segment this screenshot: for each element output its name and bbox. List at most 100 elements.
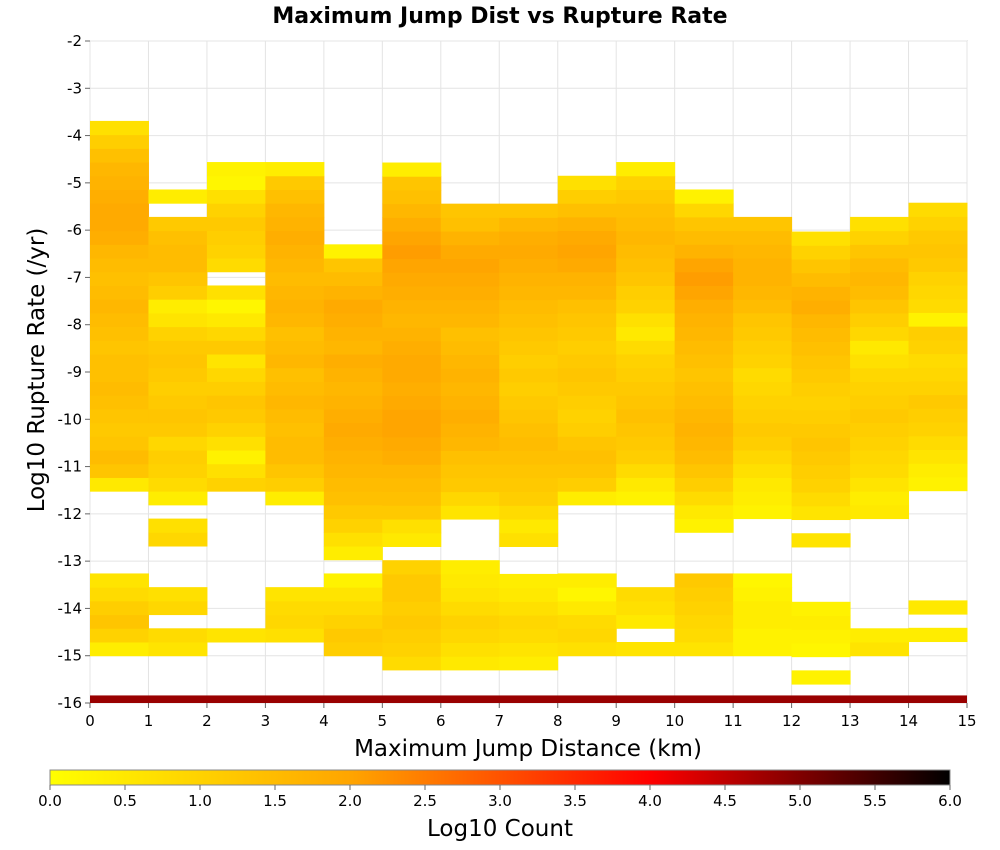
heatmap-cell xyxy=(791,313,851,329)
y-tick-label: -16 xyxy=(58,694,83,712)
heatmap-cell xyxy=(90,436,149,451)
heatmap-cell xyxy=(382,285,442,301)
heatmap-cell xyxy=(674,395,734,410)
heatmap-cell xyxy=(265,477,325,492)
heatmap-cell xyxy=(206,189,266,204)
heatmap-cell xyxy=(908,367,968,382)
heatmap-cell xyxy=(733,628,793,643)
heatmap-cell xyxy=(265,614,325,629)
heatmap-cell xyxy=(499,299,559,314)
heatmap-cell xyxy=(148,491,208,506)
heatmap-cell xyxy=(557,436,617,451)
heatmap-cell xyxy=(323,518,383,533)
heatmap-cell xyxy=(674,477,734,492)
heatmap-cell xyxy=(850,271,910,286)
heatmap-cell xyxy=(148,285,208,300)
x-tick-label: 1 xyxy=(144,712,154,730)
heatmap-cell xyxy=(557,573,617,588)
heatmap-cell xyxy=(382,409,442,424)
heatmap-cell xyxy=(440,587,500,602)
colorbar-label: Log10 Count xyxy=(427,816,573,842)
heatmap-cell xyxy=(265,230,325,245)
heatmap-cell xyxy=(616,587,676,602)
heatmap-cell xyxy=(265,381,325,396)
heatmap-cell xyxy=(674,312,734,328)
heatmap-cell xyxy=(382,477,442,493)
x-tick-label: 6 xyxy=(436,712,446,730)
heatmap-cell xyxy=(733,299,793,314)
heatmap-cell xyxy=(440,272,500,287)
y-tick-label: -4 xyxy=(67,127,82,145)
heatmap-cell xyxy=(499,423,559,438)
heatmap-cell xyxy=(206,422,266,437)
heatmap-cell xyxy=(850,642,910,657)
heatmap-cell xyxy=(674,340,734,355)
heatmap-cell xyxy=(499,244,559,260)
heatmap-cell xyxy=(382,560,442,575)
colorbar-tick-label: 3.5 xyxy=(563,792,587,810)
heatmap-cell xyxy=(206,436,266,451)
heatmap-cell xyxy=(265,354,325,369)
heatmap-cell xyxy=(382,327,442,342)
heatmap-cell xyxy=(206,175,266,190)
heatmap-bottom-strip xyxy=(90,695,967,703)
heatmap-cell xyxy=(323,395,383,410)
heatmap-cell xyxy=(616,463,676,478)
heatmap-cell xyxy=(674,203,734,218)
heatmap-cell xyxy=(440,491,500,506)
heatmap-cell xyxy=(382,313,442,328)
heatmap-cell xyxy=(265,408,325,424)
heatmap-cell xyxy=(674,518,734,533)
heatmap-cell xyxy=(323,450,383,465)
heatmap-cell xyxy=(148,628,208,643)
heatmap-cell xyxy=(265,422,325,437)
heatmap-cell xyxy=(382,340,442,356)
heatmap-cell xyxy=(908,463,968,478)
heatmap-cell xyxy=(557,244,617,259)
heatmap-cell xyxy=(148,367,208,382)
heatmap-cell xyxy=(674,354,734,369)
heatmap-cell xyxy=(616,614,676,629)
heatmap-cell xyxy=(616,395,676,410)
heatmap-cell xyxy=(850,436,910,451)
heatmap-cell xyxy=(323,628,383,643)
heatmap-cell xyxy=(265,463,325,478)
x-tick-label: 0 xyxy=(85,712,95,730)
heatmap-cell xyxy=(791,478,851,493)
colorbar-tick-label: 0.5 xyxy=(113,792,137,810)
heatmap-cell xyxy=(90,340,149,355)
heatmap-cell xyxy=(791,327,851,342)
heatmap-cell xyxy=(499,313,559,328)
heatmap-cell xyxy=(148,354,208,369)
heatmap-cell xyxy=(90,175,149,190)
heatmap-cell xyxy=(733,326,793,341)
heatmap-cell xyxy=(850,477,910,492)
heatmap-cell xyxy=(674,573,734,588)
heatmap-cell xyxy=(499,368,559,383)
heatmap-cell xyxy=(791,368,851,383)
heatmap-cell xyxy=(557,463,617,478)
heatmap-cell xyxy=(499,573,559,589)
heatmap-cell xyxy=(850,408,910,424)
heatmap-cell xyxy=(323,600,383,616)
heatmap-cell xyxy=(265,491,325,506)
heatmap-cell xyxy=(850,326,910,341)
heatmap-cell xyxy=(90,285,149,300)
heatmap-cell xyxy=(90,614,149,629)
heatmap-cell xyxy=(382,217,442,232)
heatmap-cell xyxy=(616,203,676,218)
heatmap-cell xyxy=(440,642,500,657)
colorbar-tick-label: 2.5 xyxy=(413,792,437,810)
heatmap-cell xyxy=(148,436,208,451)
heatmap-cell xyxy=(674,422,734,437)
heatmap-cell xyxy=(499,491,559,506)
heatmap-cell xyxy=(674,408,734,424)
heatmap-cell xyxy=(850,463,910,478)
heatmap-cell xyxy=(850,340,910,355)
heatmap-cell xyxy=(674,285,734,300)
heatmap-cell xyxy=(265,436,325,451)
heatmap-cell xyxy=(148,518,208,533)
heatmap-cell xyxy=(791,642,851,658)
heatmap-cell xyxy=(382,587,442,602)
heatmap-cell xyxy=(148,408,208,424)
